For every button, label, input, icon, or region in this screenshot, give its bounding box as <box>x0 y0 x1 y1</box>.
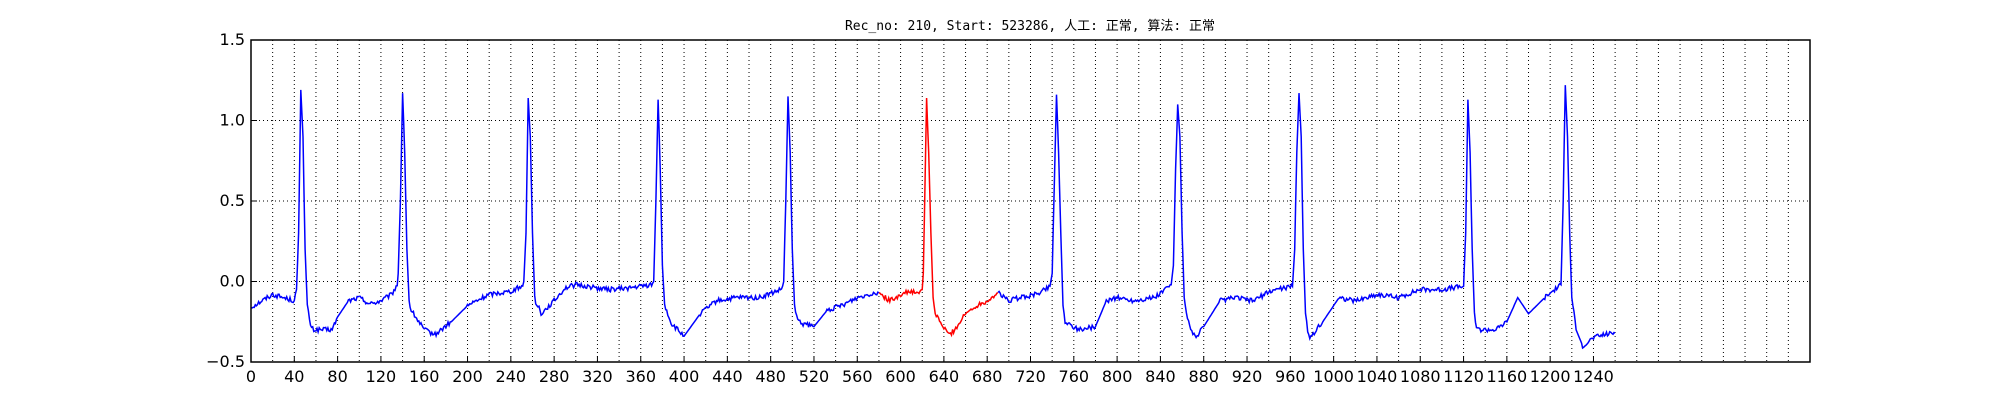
x-tick-label: 920 <box>1232 367 1263 386</box>
x-tick-label: 800 <box>1102 367 1133 386</box>
x-tick-label: 960 <box>1275 367 1306 386</box>
x-tick-label: 720 <box>1015 367 1046 386</box>
y-tick-label: 0.0 <box>220 272 245 291</box>
grid <box>251 40 1810 362</box>
x-tick-label: 280 <box>539 367 570 386</box>
x-tick-label: 520 <box>799 367 830 386</box>
series-line-ecg-highlight <box>878 97 999 338</box>
x-tick-label: 640 <box>929 367 960 386</box>
x-tick-label: 1200 <box>1530 367 1571 386</box>
x-tick-label: 840 <box>1145 367 1176 386</box>
x-tick-label: 1160 <box>1487 367 1528 386</box>
x-tick-label: 560 <box>842 367 873 386</box>
x-tick-label: 360 <box>625 367 656 386</box>
x-tick-label: 0 <box>246 367 256 386</box>
x-tick-label: 600 <box>885 367 916 386</box>
x-tick-label: 1240 <box>1573 367 1614 386</box>
x-tick-label: 1000 <box>1313 367 1354 386</box>
series-line-ecg-after <box>997 85 1616 350</box>
plot-area-frame <box>250 39 1811 363</box>
x-tick-label: 240 <box>496 367 527 386</box>
series-line-ecg-before <box>250 89 880 339</box>
x-tick-label: 400 <box>669 367 700 386</box>
x-tick-label: 200 <box>452 367 483 386</box>
x-tick-label: 760 <box>1059 367 1090 386</box>
x-tick-label: 160 <box>409 367 440 386</box>
x-tick-label: 1080 <box>1400 367 1441 386</box>
x-tick-label: 120 <box>366 367 397 386</box>
x-tick-label: 1120 <box>1443 367 1484 386</box>
x-tick-label: 1040 <box>1357 367 1398 386</box>
y-tick-label: 1.5 <box>220 30 245 49</box>
x-tick-label: 440 <box>712 367 743 386</box>
y-axis-ticks: −0.5 0.0 0.5 1.0 1.5 <box>206 30 257 371</box>
x-axis-ticks: 0 40 80 120 160 200 240 280 320 360 400 440 480 520 56… <box>246 356 1614 386</box>
x-tick-label: 40 <box>284 367 304 386</box>
y-tick-label: 1.0 <box>220 111 245 130</box>
y-tick-label: 0.5 <box>220 191 245 210</box>
y-tick-label: −0.5 <box>206 352 245 371</box>
chart-title: Rec_no: 210, Start: 523286, 人工: 正常, 算法: … <box>845 19 1215 34</box>
x-tick-label: 880 <box>1188 367 1219 386</box>
series-group <box>250 85 1616 350</box>
x-tick-label: 320 <box>582 367 613 386</box>
x-tick-label: 680 <box>972 367 1003 386</box>
x-tick-label: 480 <box>755 367 786 386</box>
x-tick-label: 80 <box>327 367 347 386</box>
